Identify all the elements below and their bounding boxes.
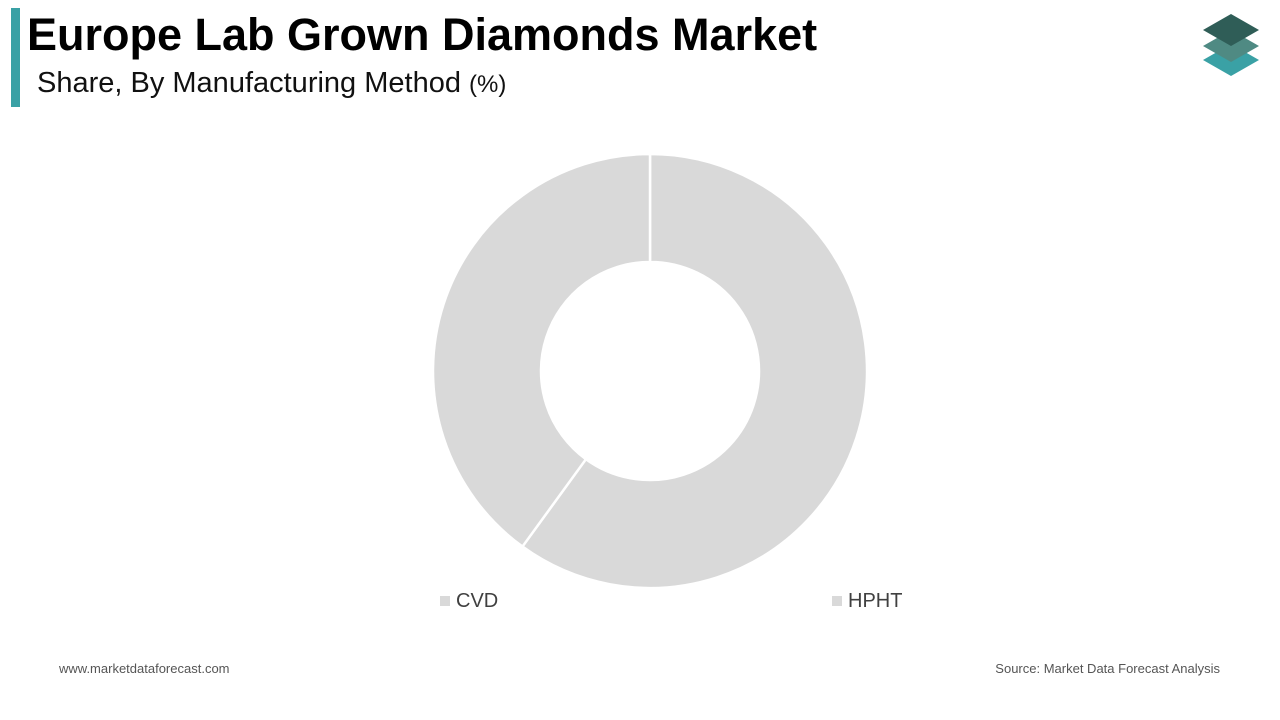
subtitle-text: Share, By Manufacturing Method	[37, 67, 461, 99]
donut-slice-hpht	[520, 152, 869, 590]
subtitle-unit: (%)	[469, 71, 507, 98]
logo-top-layer	[1203, 14, 1259, 46]
legend-item-hpht: HPHT	[832, 589, 902, 613]
donut-slice-cvd	[431, 152, 652, 549]
footer-source: Source: Market Data Forecast Analysis	[995, 661, 1220, 676]
footer-website[interactable]: www.marketdataforecast.com	[59, 661, 230, 676]
chart-title: Europe Lab Grown Diamonds Market	[27, 9, 818, 60]
legend-label-hpht: HPHT	[848, 589, 903, 612]
chart-subtitle: Share, By Manufacturing Method (%)	[37, 64, 506, 104]
legend-label-cvd: CVD	[456, 589, 499, 612]
stacked-layers-logo-icon	[1203, 14, 1259, 76]
legend-swatch-hpht	[832, 596, 842, 606]
legend-swatch-cvd	[440, 596, 450, 606]
title-accent-bar	[11, 8, 20, 107]
legend-item-cvd: CVD	[440, 589, 498, 613]
